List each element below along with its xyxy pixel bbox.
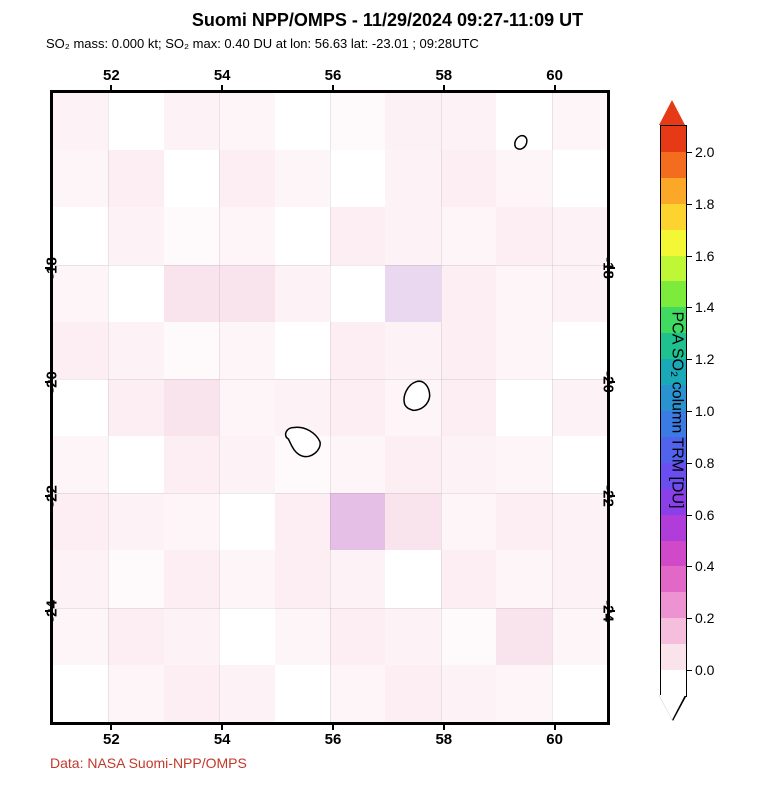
colorbar-tick	[686, 463, 692, 464]
colorbar-segment	[661, 670, 686, 696]
xtick-label-top: 60	[546, 67, 563, 84]
island-mauritius	[404, 381, 430, 410]
colorbar-segment	[661, 566, 686, 592]
ytick-mark	[607, 495, 615, 497]
xtick-mark	[221, 722, 223, 730]
colorbar-tick-label: 0.8	[695, 455, 714, 471]
ytick-mark	[45, 495, 53, 497]
colorbar-tick	[686, 515, 692, 516]
xtick-label-top: 58	[435, 67, 452, 84]
islands-layer	[53, 93, 607, 722]
xtick-mark	[221, 85, 223, 93]
xtick-mark	[110, 85, 112, 93]
colorbar-segment	[661, 178, 686, 204]
colorbar-overflow-bottom-icon	[659, 695, 685, 720]
colorbar-tick	[686, 204, 692, 205]
colorbar-segment	[661, 541, 686, 567]
ytick-mark	[607, 610, 615, 612]
colorbar-segment	[661, 126, 686, 152]
colorbar-tick-label: 2.0	[695, 144, 714, 160]
ytick-mark	[45, 267, 53, 269]
colorbar-tick-label: 0.4	[695, 558, 714, 574]
colorbar-tick	[686, 618, 692, 619]
colorbar-tick	[686, 566, 692, 567]
ytick-mark	[607, 267, 615, 269]
colorbar-tick-label: 0.0	[695, 662, 714, 678]
colorbar-tick-label: 1.2	[695, 351, 714, 367]
xtick-label-bottom: 60	[546, 731, 563, 748]
colorbar-segment	[661, 281, 686, 307]
colorbar-tick	[686, 256, 692, 257]
colorbar-segment	[661, 230, 686, 256]
xtick-label-bottom: 58	[435, 731, 452, 748]
ytick-mark	[45, 381, 53, 383]
map-plot: 52525454565658586060-18-18-20-20-22-22-2…	[50, 90, 610, 725]
colorbar-segment	[661, 152, 686, 178]
colorbar-segment	[661, 644, 686, 670]
xtick-mark	[554, 85, 556, 93]
data-attribution: Data: NASA Suomi-NPP/OMPS	[50, 755, 247, 771]
colorbar-segment	[661, 592, 686, 618]
ytick-mark	[45, 610, 53, 612]
colorbar-overflow-top-icon	[659, 100, 685, 125]
colorbar-tick	[686, 359, 692, 360]
chart-subtitle: SO₂ mass: 0.000 kt; SO₂ max: 0.40 DU at …	[46, 36, 479, 51]
map-inner	[53, 93, 607, 722]
colorbar-segment	[661, 204, 686, 230]
xtick-label-bottom: 52	[103, 731, 120, 748]
xtick-mark	[443, 722, 445, 730]
colorbar-tick	[686, 307, 692, 308]
colorbar-tick-label: 1.0	[695, 403, 714, 419]
colorbar-tick	[686, 411, 692, 412]
colorbar-tick	[686, 670, 692, 671]
xtick-mark	[332, 722, 334, 730]
colorbar-tick-label: 0.6	[695, 507, 714, 523]
colorbar-segment	[661, 618, 686, 644]
xtick-label-bottom: 56	[325, 731, 342, 748]
colorbar-label: PCA SO₂ column TRM [DU]	[667, 311, 685, 508]
colorbar-tick-label: 0.2	[695, 610, 714, 626]
island-rodrigues	[515, 136, 527, 150]
xtick-mark	[110, 722, 112, 730]
xtick-label-bottom: 54	[214, 731, 231, 748]
ytick-mark	[607, 381, 615, 383]
xtick-label-top: 54	[214, 67, 231, 84]
xtick-mark	[443, 85, 445, 93]
colorbar: 0.0 0.2 0.4 0.6 0.8 1.0 1.2 1.4 1.6 1.8 2.0 PCA SO…	[660, 100, 760, 720]
chart-title: Suomi NPP/OMPS - 11/29/2024 09:27-11:09 …	[192, 10, 583, 31]
colorbar-tick-label: 1.4	[695, 299, 714, 315]
xtick-label-top: 52	[103, 67, 120, 84]
colorbar-segment	[661, 515, 686, 541]
xtick-mark	[554, 722, 556, 730]
colorbar-tick-label: 1.8	[695, 196, 714, 212]
colorbar-tick	[686, 152, 692, 153]
xtick-label-top: 56	[325, 67, 342, 84]
colorbar-segment	[661, 256, 686, 282]
colorbar-tick-label: 1.6	[695, 248, 714, 264]
island-reunion	[286, 427, 321, 456]
xtick-mark	[332, 85, 334, 93]
